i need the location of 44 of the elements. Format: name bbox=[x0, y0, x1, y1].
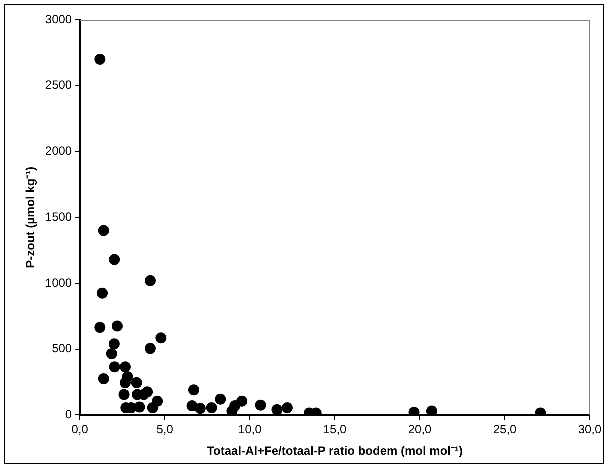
point bbox=[144, 343, 156, 354]
point bbox=[188, 384, 200, 396]
y-tick-label: 2500 bbox=[45, 78, 72, 92]
x-tick-label: 10,0 bbox=[238, 422, 262, 437]
point bbox=[272, 404, 283, 416]
x-tick-label: 20,0 bbox=[408, 422, 432, 437]
point bbox=[255, 400, 266, 411]
point bbox=[97, 288, 108, 299]
point bbox=[134, 402, 146, 413]
point bbox=[131, 377, 142, 388]
y-tick-label: 500 bbox=[52, 342, 72, 356]
x-tick-label: 0,0 bbox=[72, 422, 89, 437]
y-tick-label: 0 bbox=[65, 408, 72, 422]
point bbox=[108, 338, 120, 350]
point bbox=[109, 254, 120, 266]
point bbox=[120, 362, 131, 373]
point bbox=[147, 402, 158, 414]
point bbox=[94, 322, 106, 334]
x-axis-title: Totaal-Al+Fe/totaal-P ratio bodem (mol mol⁻¹) bbox=[207, 444, 464, 458]
y-tick-label: 1000 bbox=[45, 276, 72, 290]
x-tick-label: 30,0 bbox=[578, 422, 602, 437]
x-tick-label: 15,0 bbox=[323, 422, 348, 437]
point bbox=[106, 348, 118, 360]
point bbox=[144, 275, 156, 286]
point bbox=[94, 54, 106, 66]
point bbox=[98, 225, 110, 236]
point bbox=[426, 406, 438, 416]
point bbox=[98, 373, 110, 384]
point bbox=[206, 402, 218, 414]
y-axis-title: P-zout (µmol kg⁻¹) bbox=[24, 166, 38, 268]
point bbox=[156, 332, 167, 344]
y-tick-label: 3000 bbox=[45, 12, 72, 26]
point bbox=[120, 377, 131, 388]
x-tick-label: 25,0 bbox=[493, 422, 518, 437]
point bbox=[236, 396, 248, 407]
point bbox=[109, 362, 120, 373]
x-tick-label: 5,0 bbox=[156, 422, 174, 437]
point bbox=[194, 403, 206, 414]
point bbox=[215, 394, 226, 405]
y-tick-label: 1500 bbox=[45, 210, 72, 224]
y-tick-label: 2000 bbox=[45, 144, 72, 158]
point bbox=[112, 320, 123, 332]
point bbox=[118, 389, 130, 400]
point bbox=[282, 402, 293, 414]
